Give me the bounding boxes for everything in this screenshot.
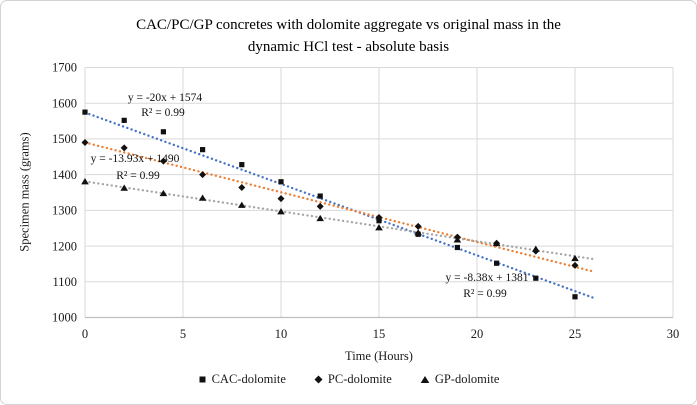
y-tick-label: 1700 (52, 61, 77, 75)
data-point-square (160, 129, 166, 135)
series-cac-dolomite (82, 109, 578, 300)
trendline-cac-dolomite (83, 111, 596, 300)
data-point-triangle (159, 189, 168, 197)
y-tick-label: 1300 (52, 204, 77, 218)
data-point-square (82, 109, 88, 115)
x-tick-label: 5 (180, 327, 186, 341)
y-tick-labels: 1000 1100 1200 1300 1400 1500 1600 1700 (52, 61, 77, 325)
data-point-square (317, 193, 323, 199)
x-tick-label: 30 (667, 327, 680, 341)
trendline-equation-label: y = -13.93x + 1490 (91, 153, 180, 165)
y-tick-label: 1400 (52, 168, 77, 182)
data-point-triangle (120, 184, 128, 191)
legend-marker-triangle-icon (420, 376, 430, 383)
y-tick-label: 1500 (52, 132, 77, 146)
data-point-square (533, 275, 539, 281)
data-point-square (278, 179, 284, 185)
data-point-square (572, 294, 578, 300)
data-point-diamond (414, 222, 422, 230)
chart-title: CAC/PC/GP concretes with dolomite aggreg… (1, 15, 696, 58)
data-point-triangle (238, 201, 246, 208)
trendline-equation-label: y = -8.38x + 1381 (446, 272, 529, 284)
data-point-diamond (375, 214, 383, 221)
y-tick-label: 1100 (52, 275, 77, 289)
data-point-diamond (120, 144, 128, 152)
data-point-triangle (277, 208, 285, 215)
x-tick-labels: 0 5 10 15 20 25 30 (82, 327, 679, 341)
x-tick-label: 10 (275, 327, 288, 341)
legend-item-pc-dolomite: PC-dolomite (314, 372, 392, 387)
x-tick-label: 20 (471, 327, 484, 341)
data-point-triangle (571, 254, 579, 262)
data-point-square (454, 244, 460, 251)
data-point-diamond (159, 157, 167, 165)
legend-item-cac-dolomite: CAC-dolomite (198, 372, 286, 387)
trendline-r2-label: R² = 0.99 (463, 288, 507, 300)
data-point-triangle (532, 245, 540, 252)
legend-label: CAC-dolomite (211, 372, 286, 386)
trendline-r2-label: R² = 0.99 (116, 170, 160, 182)
chart-title-line1: CAC/PC/GP concretes with dolomite aggreg… (136, 17, 561, 33)
data-point-diamond (277, 195, 285, 203)
data-point-diamond (238, 184, 246, 191)
y-axis-title: Specimen mass (grams) (17, 132, 32, 252)
data-point-square (239, 162, 245, 168)
data-point-diamond (571, 261, 579, 269)
y-tick-label: 1200 (52, 239, 77, 253)
data-point-triangle (453, 236, 462, 243)
data-point-triangle (198, 194, 207, 201)
chart-title-line2: dynamic HCl test - absolute basis (247, 38, 450, 55)
data-point-square (200, 147, 206, 153)
data-point-square (121, 117, 127, 123)
x-axis-title: Time (Hours) (345, 349, 413, 363)
data-point-triangle (316, 214, 324, 222)
gridlines (84, 67, 674, 318)
data-point-diamond (199, 171, 207, 179)
trendline-gp-dolomite (83, 180, 596, 261)
legend-marker-diamond-icon (314, 375, 323, 384)
x-tick-label: 0 (82, 327, 88, 341)
trendline-r2-label: R² = 0.99 (141, 107, 185, 119)
legend-item-gp-dolomite: GP-dolomite (420, 372, 500, 387)
legend-marker-square-icon (199, 376, 206, 383)
legend-label: PC-dolomite (327, 372, 392, 386)
data-point-diamond (316, 202, 324, 210)
data-point-square (494, 260, 500, 266)
trendline-equation-label: y = -20x + 1574 (128, 92, 203, 104)
y-tick-label: 1600 (52, 96, 77, 110)
legend-label: GP-dolomite (434, 372, 500, 386)
data-point-triangle (492, 239, 501, 247)
data-point-diamond (81, 139, 89, 146)
data-point-triangle (375, 224, 383, 231)
x-tick-label: 15 (373, 327, 386, 341)
chart-legend: CAC-dolomite PC-dolomite GP-dolomite (1, 372, 696, 387)
y-tick-label: 1000 (52, 311, 77, 325)
data-point-triangle (81, 178, 89, 185)
x-tick-label: 25 (569, 327, 582, 341)
series-gp-dolomite (81, 178, 579, 262)
data-point-triangle (414, 229, 422, 236)
